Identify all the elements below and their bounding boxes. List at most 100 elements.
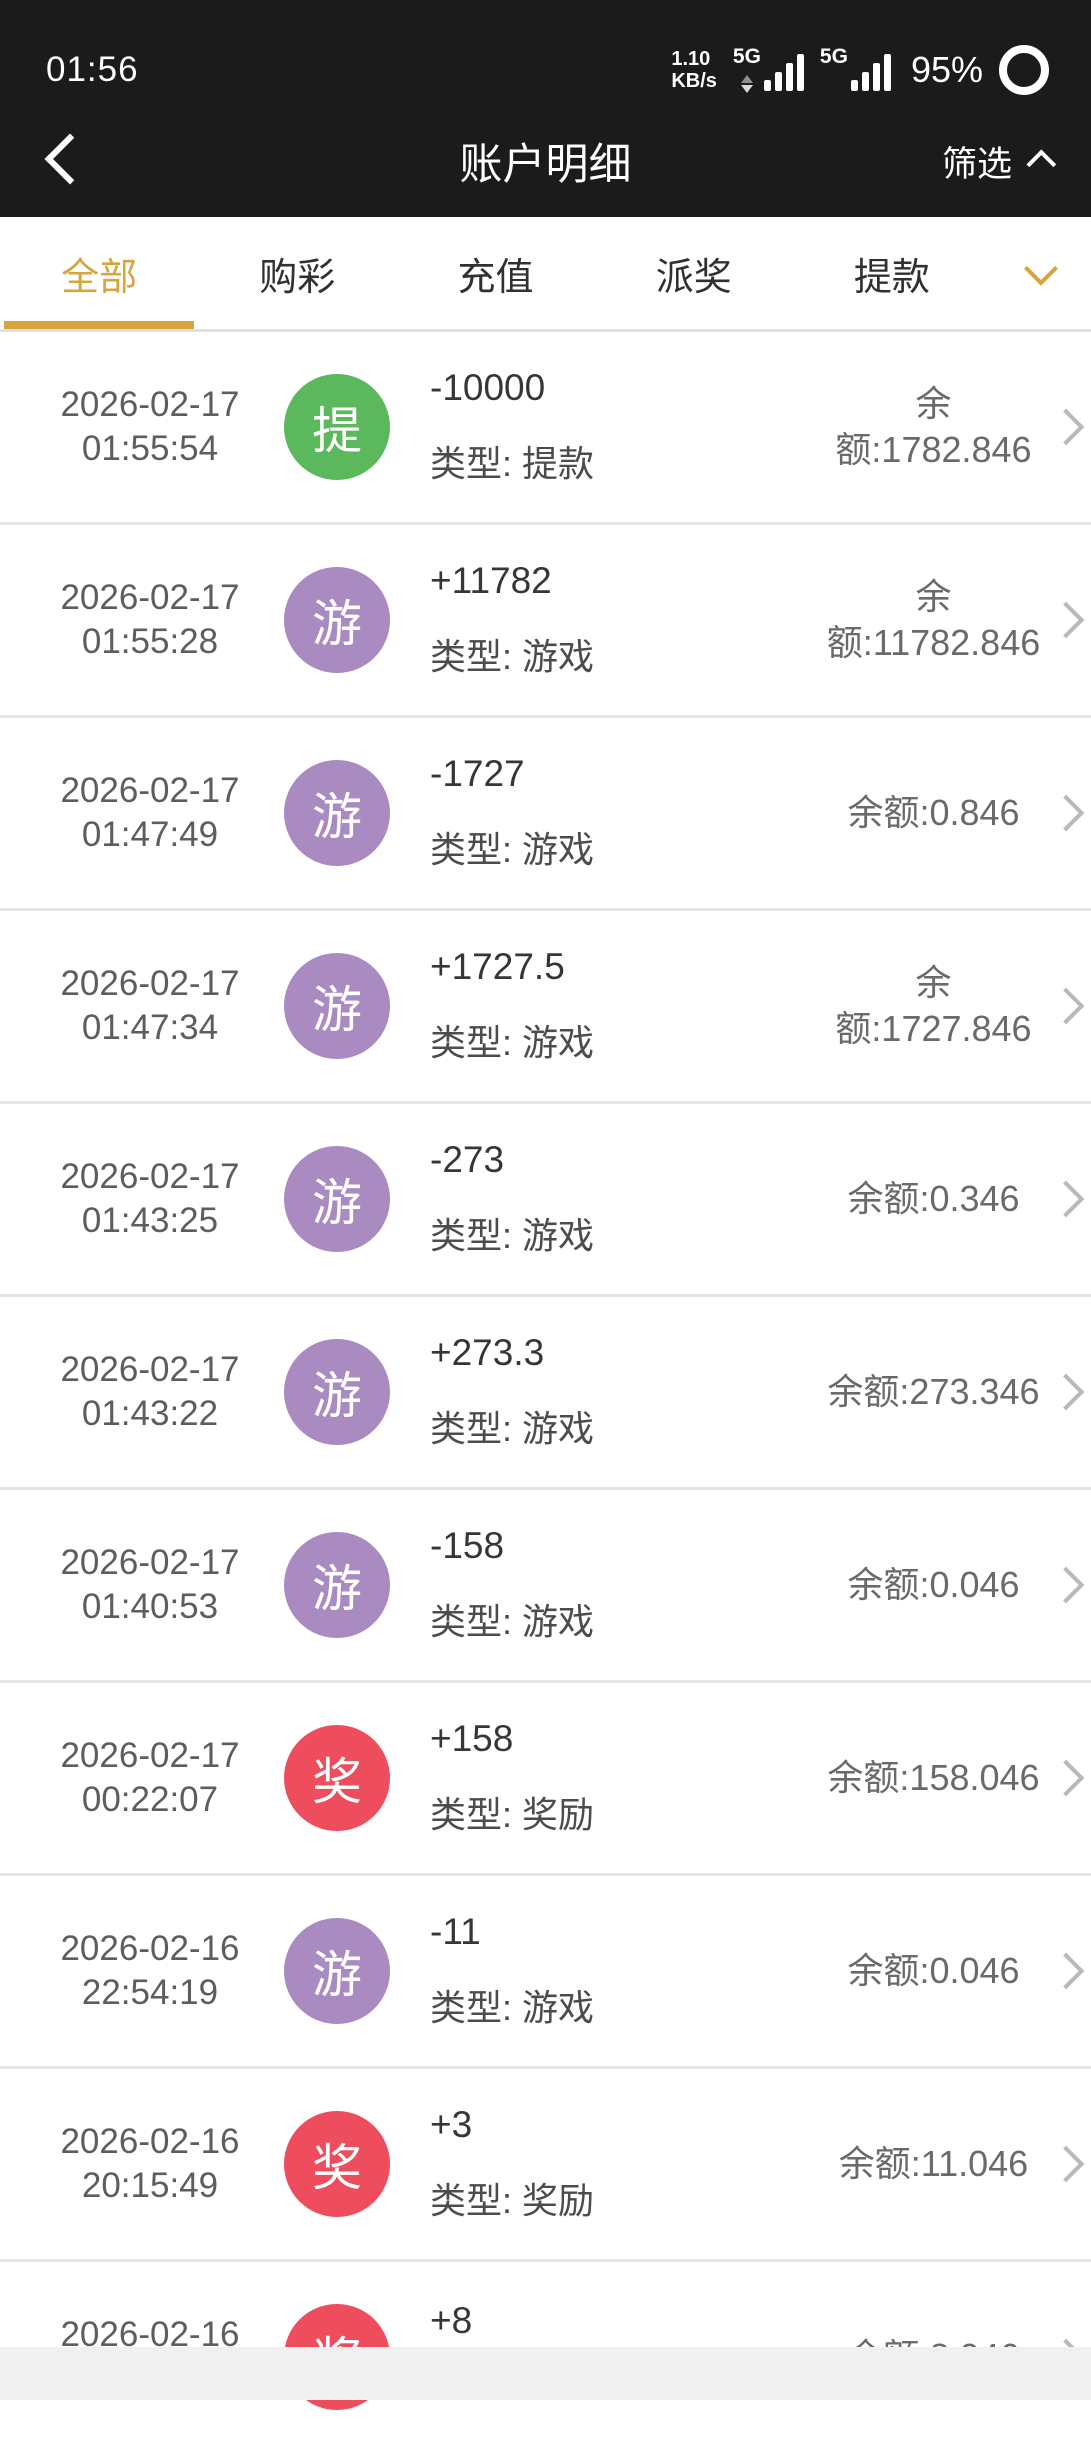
transaction-amount: +11782 xyxy=(430,560,552,601)
header: 账户明细 筛选 xyxy=(0,105,1091,217)
transaction-time: 01:47:49 xyxy=(81,815,219,854)
transaction-row[interactable]: 2026-02-17 01:47:49 游 -1727 类型: 游戏 余额:0.… xyxy=(0,715,1091,908)
transaction-main: +3 类型: 奖励 xyxy=(430,2104,826,2224)
transaction-time: 20:15:49 xyxy=(81,2166,219,2205)
back-button[interactable] xyxy=(44,133,96,184)
type-badge: 游 xyxy=(284,1532,390,1638)
transaction-date: 2026-02-17 xyxy=(60,964,240,1003)
transaction-main: +1727.5 类型: 游戏 xyxy=(430,946,826,1066)
battery-percent-text: 95% xyxy=(910,48,983,90)
transaction-row[interactable]: 2026-02-17 01:43:22 游 +273.3 类型: 游戏 余额:2… xyxy=(0,1294,1091,1487)
transaction-date: 2026-02-16 xyxy=(60,1929,240,1968)
transaction-row[interactable]: 2026-02-17 01:40:53 游 -158 类型: 游戏 余额:0.0… xyxy=(0,1487,1091,1680)
transaction-balance: 余额:1782.846 xyxy=(835,383,1032,470)
type-badge: 奖 xyxy=(284,1725,390,1831)
top-bar: 01:56 1.10 KB/s 5G 5G xyxy=(0,0,1091,217)
transaction-date: 2026-02-17 xyxy=(60,1736,240,1775)
chevron-down-icon xyxy=(1024,251,1058,286)
type-badge: 游 xyxy=(284,567,390,673)
tab-withdraw[interactable]: 提款 xyxy=(793,217,991,329)
transaction-main: -273 类型: 游戏 xyxy=(430,1139,826,1259)
type-badge: 游 xyxy=(284,1339,390,1445)
chevron-left-icon xyxy=(44,133,96,184)
transaction-row[interactable]: 2026-02-17 01:47:34 游 +1727.5 类型: 游戏 余额:… xyxy=(0,908,1091,1101)
row-caret xyxy=(1041,1180,1091,1218)
transaction-datetime: 2026-02-17 01:43:25 xyxy=(30,1155,270,1243)
tabs-expand-button[interactable] xyxy=(991,217,1091,329)
status-bar: 01:56 1.10 KB/s 5G 5G xyxy=(0,0,1091,105)
row-caret xyxy=(1041,601,1091,639)
chevron-right-icon xyxy=(1047,1373,1085,1411)
tab-label: 提款 xyxy=(853,256,930,299)
transaction-date: 2026-02-17 xyxy=(60,1350,240,1389)
transaction-amount: +273.3 xyxy=(430,1332,545,1373)
battery-icon xyxy=(999,44,1049,95)
transaction-row[interactable]: 2026-02-17 01:55:54 提 -10000 类型: 提款 余额:1… xyxy=(0,332,1091,522)
chevron-right-icon xyxy=(1047,1759,1085,1797)
transaction-amount: -158 xyxy=(430,1525,505,1566)
transaction-amount: -10000 xyxy=(430,367,546,408)
signal-bars-icon xyxy=(850,51,891,93)
transaction-date: 2026-02-17 xyxy=(60,771,240,810)
filter-button[interactable]: 筛选 xyxy=(941,136,1057,187)
chevron-right-icon xyxy=(1047,2145,1085,2183)
transaction-amount: -1727 xyxy=(430,753,525,794)
transaction-amount: -11 xyxy=(430,1911,481,1952)
transaction-amount: +8 xyxy=(430,2300,473,2341)
transaction-row[interactable]: 2026-02-17 01:55:28 游 +11782 类型: 游戏 余额:1… xyxy=(0,522,1091,715)
transaction-main: +158 类型: 奖励 xyxy=(430,1718,826,1838)
transaction-datetime: 2026-02-17 00:22:07 xyxy=(30,1734,270,1822)
transaction-balance: 余额:1727.846 xyxy=(835,962,1032,1049)
row-caret xyxy=(1041,987,1091,1025)
transaction-row[interactable]: 2026-02-17 00:22:07 奖 +158 类型: 奖励 余额:158… xyxy=(0,1680,1091,1873)
transaction-date: 2026-02-17 xyxy=(60,578,240,617)
transaction-row[interactable]: 2026-02-17 01:43:25 游 -273 类型: 游戏 余额:0.3… xyxy=(0,1101,1091,1294)
transaction-type: 类型: 游戏 xyxy=(430,1408,595,1449)
row-caret xyxy=(1041,1373,1091,1411)
sim2-network-type: 5G xyxy=(819,44,848,68)
network-speed-unit: KB/s xyxy=(671,69,717,92)
transaction-time: 22:54:19 xyxy=(81,1973,219,2012)
transaction-balance: 余额:0.346 xyxy=(847,1178,1020,1219)
transaction-datetime: 2026-02-17 01:47:49 xyxy=(30,769,270,857)
transaction-datetime: 2026-02-16 20:15:49 xyxy=(30,2120,270,2208)
chevron-right-icon xyxy=(1047,794,1085,832)
transaction-datetime: 2026-02-17 01:43:22 xyxy=(30,1348,270,1436)
tab-all[interactable]: 全部 xyxy=(0,217,198,329)
transaction-amount: +1727.5 xyxy=(430,946,565,987)
tab-lottery[interactable]: 购彩 xyxy=(198,217,396,329)
transaction-amount: +3 xyxy=(430,2104,473,2145)
type-badge: 游 xyxy=(284,1146,390,1252)
transaction-date: 2026-02-16 xyxy=(60,2122,240,2161)
transaction-time: 01:55:54 xyxy=(81,429,219,468)
transaction-main: +273.3 类型: 游戏 xyxy=(430,1332,826,1452)
transaction-datetime: 2026-02-17 01:55:28 xyxy=(30,576,270,664)
filter-label: 筛选 xyxy=(941,144,1012,184)
tab-prize[interactable]: 派奖 xyxy=(595,217,793,329)
tab-recharge[interactable]: 充值 xyxy=(396,217,594,329)
signal-bars-icon xyxy=(763,51,804,93)
signal-icon-sim1: 5G xyxy=(733,46,804,93)
transaction-main: +8 xyxy=(430,2300,826,2414)
active-tab-underline xyxy=(4,321,195,329)
transaction-date: 2026-02-17 xyxy=(60,1543,240,1582)
transaction-time: 01:43:25 xyxy=(81,1201,219,1240)
network-speed-value: 1.10 xyxy=(671,47,711,70)
type-badge: 游 xyxy=(284,760,390,866)
transaction-balance: 余额:273.346 xyxy=(827,1371,1040,1412)
transaction-time: 01:43:22 xyxy=(81,1394,219,1433)
transaction-datetime: 2026-02-17 01:55:54 xyxy=(30,383,270,471)
transaction-balance: 余额:0.846 xyxy=(847,792,1020,833)
transaction-type: 类型: 游戏 xyxy=(430,829,595,870)
transaction-amount: -273 xyxy=(430,1139,505,1180)
transaction-amount: +158 xyxy=(430,1718,514,1759)
type-badge: 游 xyxy=(284,953,390,1059)
transaction-row[interactable]: 2026-02-16 20:15:49 奖 +3 类型: 奖励 余额:11.04… xyxy=(0,2066,1091,2259)
row-caret xyxy=(1041,1566,1091,1604)
transaction-row[interactable]: 2026-02-16 22:54:19 游 -11 类型: 游戏 余额:0.04… xyxy=(0,1873,1091,2066)
tab-list: 全部 购彩 充值 派奖 提款 xyxy=(0,217,991,329)
row-caret xyxy=(1041,408,1091,446)
transaction-type: 类型: 游戏 xyxy=(430,1987,595,2028)
signal-icon-sim2: 5G xyxy=(819,44,891,93)
chevron-right-icon xyxy=(1047,1952,1085,1990)
